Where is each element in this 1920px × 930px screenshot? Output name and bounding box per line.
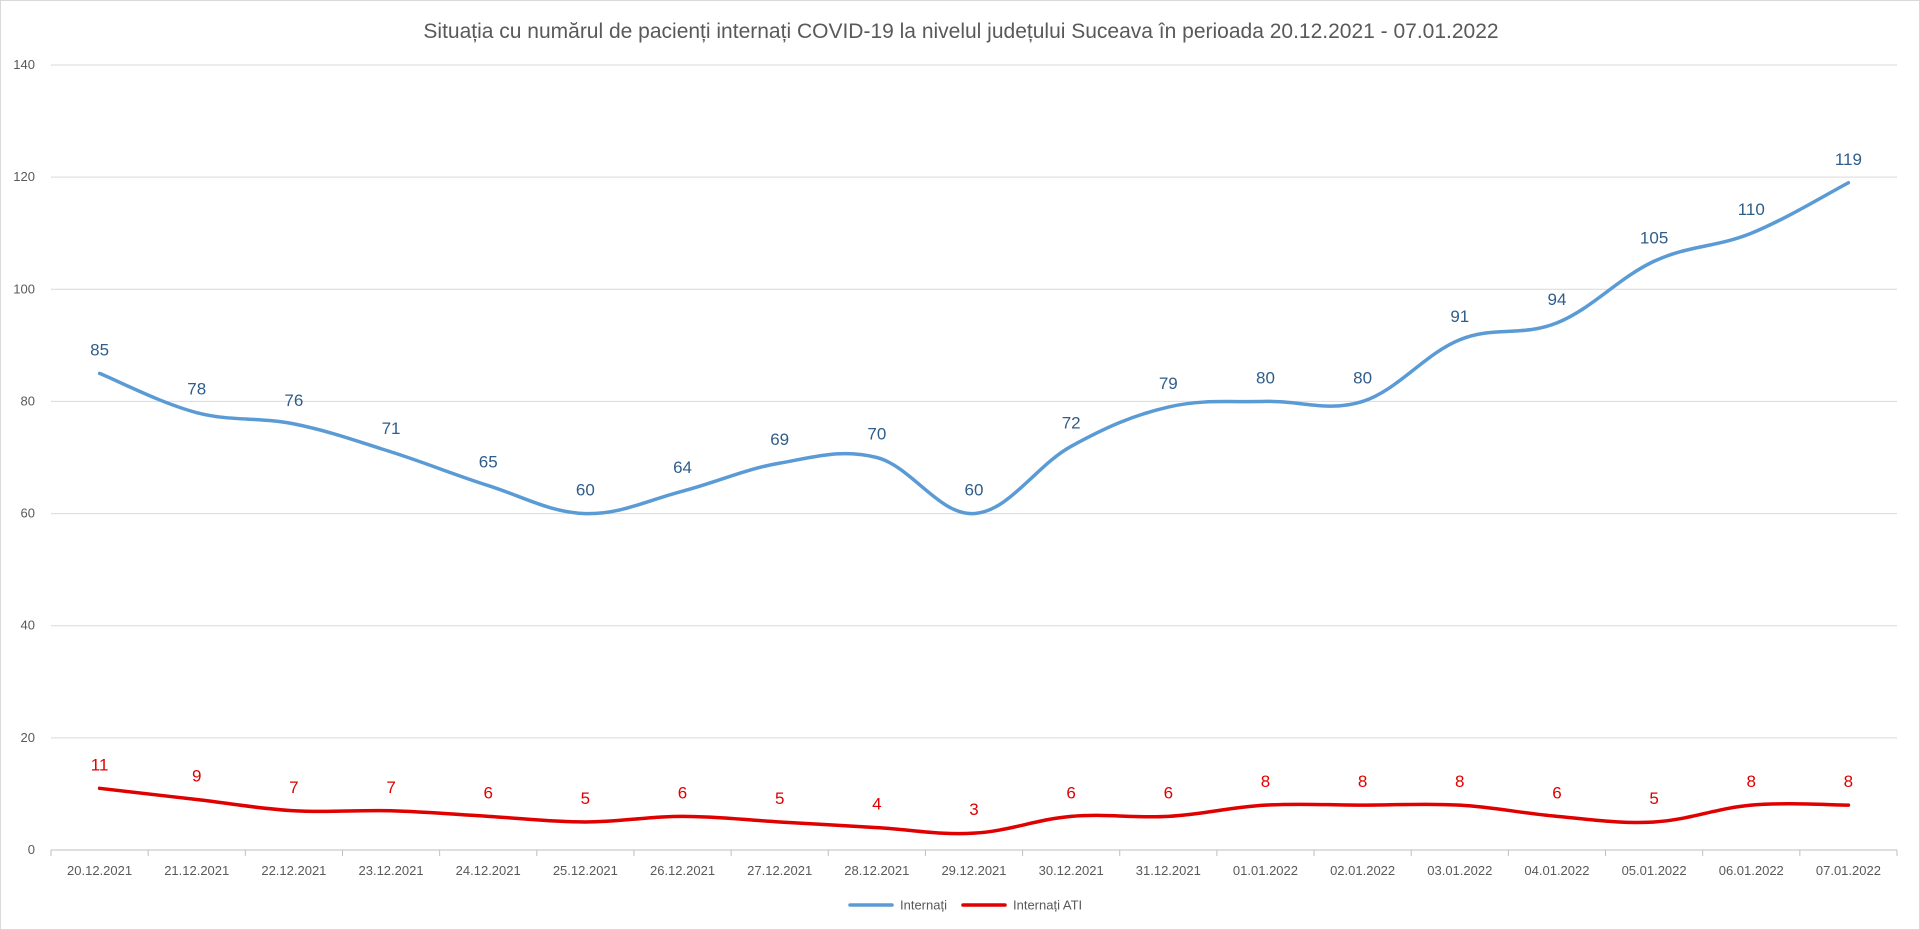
axis-layer: 0 20 40 60 80 100 120 140 20.12.2021 21.12.2021 22… [13, 57, 1898, 878]
data-label: 76 [284, 391, 303, 410]
data-label: 91 [1450, 307, 1469, 326]
data-label: 6 [678, 783, 687, 802]
series-line-1 [97, 786, 1851, 836]
data-label: 64 [673, 458, 692, 477]
x-tick-label: 01.01.2022 [1233, 863, 1298, 878]
data-label: 11 [91, 755, 109, 774]
data-label: 78 [187, 380, 206, 399]
chart-title: Situația cu numărul de pacienți internaț… [423, 20, 1498, 43]
data-label: 4 [872, 795, 881, 814]
data-label: 72 [1062, 413, 1081, 432]
data-label: 7 [386, 778, 395, 797]
x-tick-label: 30.12.2021 [1039, 863, 1104, 878]
y-tick-label: 140 [13, 57, 35, 72]
legend-label-0: Internați [900, 898, 947, 913]
data-label: 60 [576, 481, 595, 500]
data-label: 69 [770, 430, 789, 449]
x-tick-label: 02.01.2022 [1330, 863, 1395, 878]
series-line-0 [97, 181, 1851, 516]
data-label: 94 [1547, 290, 1566, 309]
x-tick-label: 31.12.2021 [1136, 863, 1201, 878]
data-label: 6 [483, 783, 492, 802]
data-label: 6 [1552, 783, 1561, 802]
y-tick-label: 60 [21, 506, 35, 521]
data-label: 70 [867, 425, 886, 444]
data-label: 60 [965, 481, 984, 500]
x-tick-label: 04.01.2022 [1524, 863, 1589, 878]
data-label: 105 [1640, 228, 1668, 247]
y-tick-label: 80 [21, 393, 35, 408]
data-label: 79 [1159, 374, 1178, 393]
data-label: 5 [581, 789, 590, 808]
data-label: 9 [192, 767, 201, 786]
data-label: 8 [1844, 772, 1853, 791]
x-tick-label: 05.01.2022 [1622, 863, 1687, 878]
y-tick-label: 0 [28, 842, 35, 857]
data-label: 7 [289, 778, 298, 797]
x-tick-label: 20.12.2021 [67, 863, 132, 878]
series-layer [97, 181, 1851, 836]
data-label: 119 [1835, 150, 1862, 169]
data-label: 3 [969, 800, 978, 819]
data-label: 5 [1649, 789, 1658, 808]
legend-label-1: Internați ATI [1013, 898, 1082, 913]
grid-layer [51, 64, 1897, 739]
data-label: 80 [1353, 368, 1372, 387]
x-tick-label: 23.12.2021 [359, 863, 424, 878]
data-label: 80 [1256, 368, 1275, 387]
x-tick-label: 07.01.2022 [1816, 863, 1881, 878]
data-label: 71 [382, 419, 401, 438]
data-label: 8 [1455, 772, 1464, 791]
data-label: 8 [1747, 772, 1756, 791]
x-tick-label: 29.12.2021 [941, 863, 1006, 878]
y-tick-label: 20 [21, 730, 35, 745]
x-tick-label: 06.01.2022 [1719, 863, 1784, 878]
data-label: 6 [1164, 783, 1173, 802]
x-tick-label: 03.01.2022 [1427, 863, 1492, 878]
data-label: 65 [479, 453, 498, 472]
data-label: 5 [775, 789, 784, 808]
data-label: 8 [1261, 772, 1270, 791]
data-label: 8 [1358, 772, 1367, 791]
x-tick-label: 21.12.2021 [164, 863, 229, 878]
legend: Internați Internați ATI [848, 898, 1082, 913]
y-tick-label: 40 [21, 618, 35, 633]
y-tick-label: 120 [13, 169, 35, 184]
data-label: 110 [1738, 200, 1765, 219]
x-tick-label: 28.12.2021 [844, 863, 909, 878]
x-tick-label: 25.12.2021 [553, 863, 618, 878]
x-tick-label: 26.12.2021 [650, 863, 715, 878]
x-tick-label: 22.12.2021 [261, 863, 326, 878]
x-tick-label: 24.12.2021 [456, 863, 521, 878]
data-label: 85 [90, 340, 109, 359]
x-tick-label: 27.12.2021 [747, 863, 812, 878]
y-tick-label: 100 [13, 281, 35, 296]
data-label: 6 [1066, 783, 1075, 802]
